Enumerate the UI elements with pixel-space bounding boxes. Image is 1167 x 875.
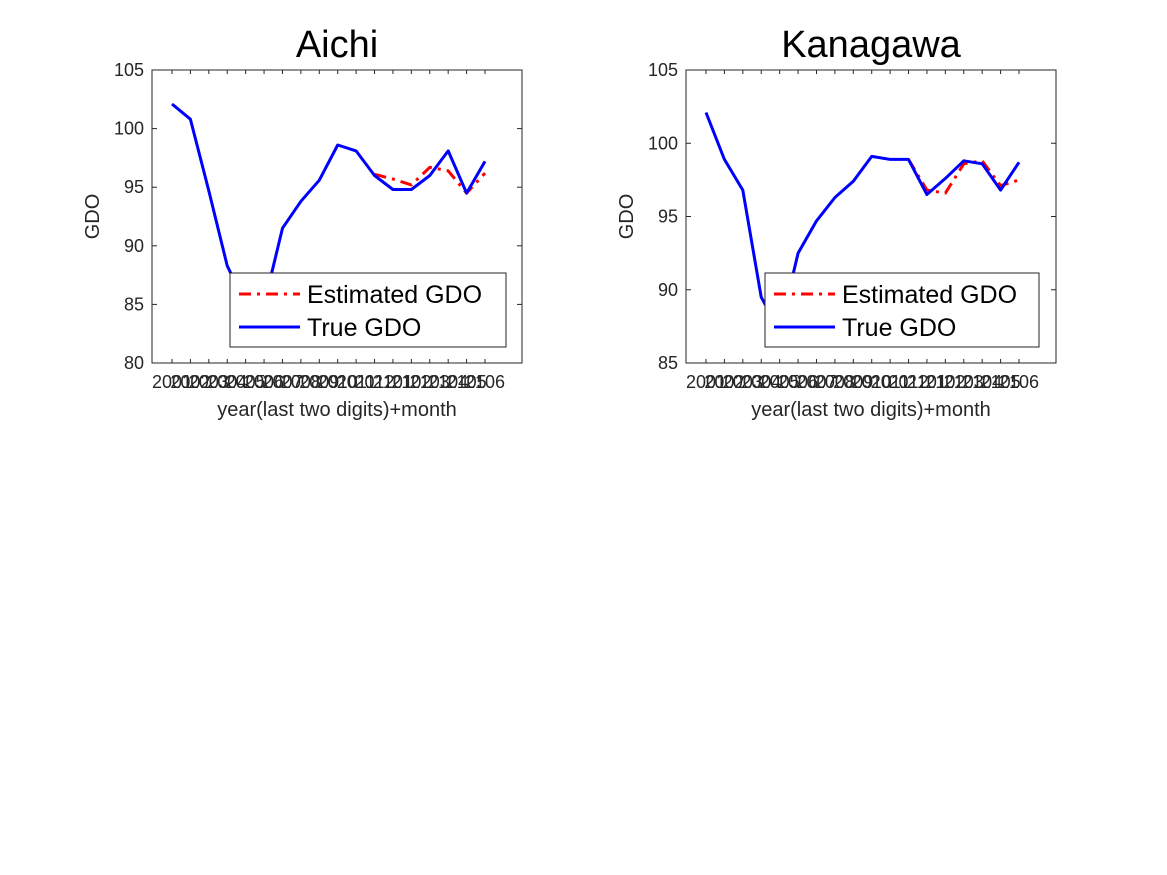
x-tick-label: 2002 xyxy=(704,372,744,392)
x-tick-label: 2012 xyxy=(889,372,929,392)
x-tick-label: 2101 xyxy=(373,372,413,392)
x-tick-label: 2001 xyxy=(686,372,726,392)
x-tick-label: 2011 xyxy=(871,372,910,392)
x-tick-label: 2005 xyxy=(226,372,266,392)
legend: Estimated GDO True GDO xyxy=(229,272,507,348)
x-axis-label: year(last two digits)+month xyxy=(217,399,457,421)
y-tick-label: 100 xyxy=(648,133,678,153)
y-tick-label: 105 xyxy=(114,60,144,80)
chart-title: Aichi xyxy=(296,24,378,66)
x-tick-label: 2102 xyxy=(925,372,965,392)
y-tick-label: 90 xyxy=(658,280,678,300)
legend-label: Estimated GDO xyxy=(307,281,482,309)
x-tick-label: 2103 xyxy=(944,372,984,392)
x-tick-label: 2104 xyxy=(428,372,468,392)
y-tick-label: 105 xyxy=(648,60,678,80)
chart-kanagawa: Kanagawa 85 90 95 100 105 20012002200320042005… xyxy=(616,24,1057,421)
x-tick-label: 2003 xyxy=(189,372,229,392)
x-tick-label: 2102 xyxy=(391,372,431,392)
x-tick-label: 2007 xyxy=(796,372,836,392)
x-tick-label: 2104 xyxy=(962,372,1002,392)
series-line-true-gdo xyxy=(171,102,487,306)
legend-box xyxy=(229,272,507,348)
legend: Estimated GDO True GDO xyxy=(764,272,1040,348)
x-tick-label: 2106 xyxy=(465,372,505,392)
x-tick-label: 2010 xyxy=(852,372,892,392)
legend-label: True GDO xyxy=(307,314,421,342)
y-axis-label: GDO xyxy=(82,194,104,240)
chart-title: Kanagawa xyxy=(781,24,961,66)
x-axis-label: year(last two digits)+month xyxy=(751,399,991,421)
x-tick-label: 2009 xyxy=(299,372,339,392)
legend-label: Estimated GDO xyxy=(842,281,1017,309)
x-tick-label: 2001 xyxy=(152,372,192,392)
x-tick-label: 2005 xyxy=(760,372,800,392)
x-tick-label: 2006 xyxy=(778,372,818,392)
y-tick-label: 90 xyxy=(124,236,144,256)
x-tick-label: 2105 xyxy=(981,372,1021,392)
y-axis-label: GDO xyxy=(616,194,638,240)
y-tick-label: 85 xyxy=(658,353,678,373)
y-tick-label: 85 xyxy=(124,294,144,314)
x-tick-label: 2008 xyxy=(815,372,855,392)
x-tick-label: 2004 xyxy=(741,372,781,392)
y-tick-label: 95 xyxy=(124,177,144,197)
x-tick-label: 2009 xyxy=(833,372,873,392)
x-tick-label: 2101 xyxy=(907,372,947,392)
x-tick-label: 2003 xyxy=(723,372,763,392)
chart-aichi: Aichi80859095100105200120022003200420052… xyxy=(82,24,523,421)
axes-box xyxy=(151,69,523,364)
legend-label: True GDO xyxy=(842,314,956,342)
x-tick-label: 2006 xyxy=(244,372,284,392)
x-tick-label: 2002 xyxy=(170,372,210,392)
series-line-true-gdo xyxy=(704,111,1021,333)
x-tick-label: 2004 xyxy=(207,372,247,392)
x-tick-label: 2103 xyxy=(410,372,450,392)
y-tick-label: 95 xyxy=(658,207,678,227)
x-tick-label: 2008 xyxy=(281,372,321,392)
legend-box xyxy=(764,272,1040,348)
y-tick-label: 80 xyxy=(124,353,144,373)
x-tick-label: 2106 xyxy=(999,372,1039,392)
x-tick-label: 2012 xyxy=(355,372,395,392)
x-tick-label: 2105 xyxy=(447,372,487,392)
x-tick-label: 2011 xyxy=(337,372,376,392)
x-tick-label: 2007 xyxy=(262,372,302,392)
x-tick-label: 2010 xyxy=(318,372,358,392)
y-tick-label: 100 xyxy=(114,119,144,139)
